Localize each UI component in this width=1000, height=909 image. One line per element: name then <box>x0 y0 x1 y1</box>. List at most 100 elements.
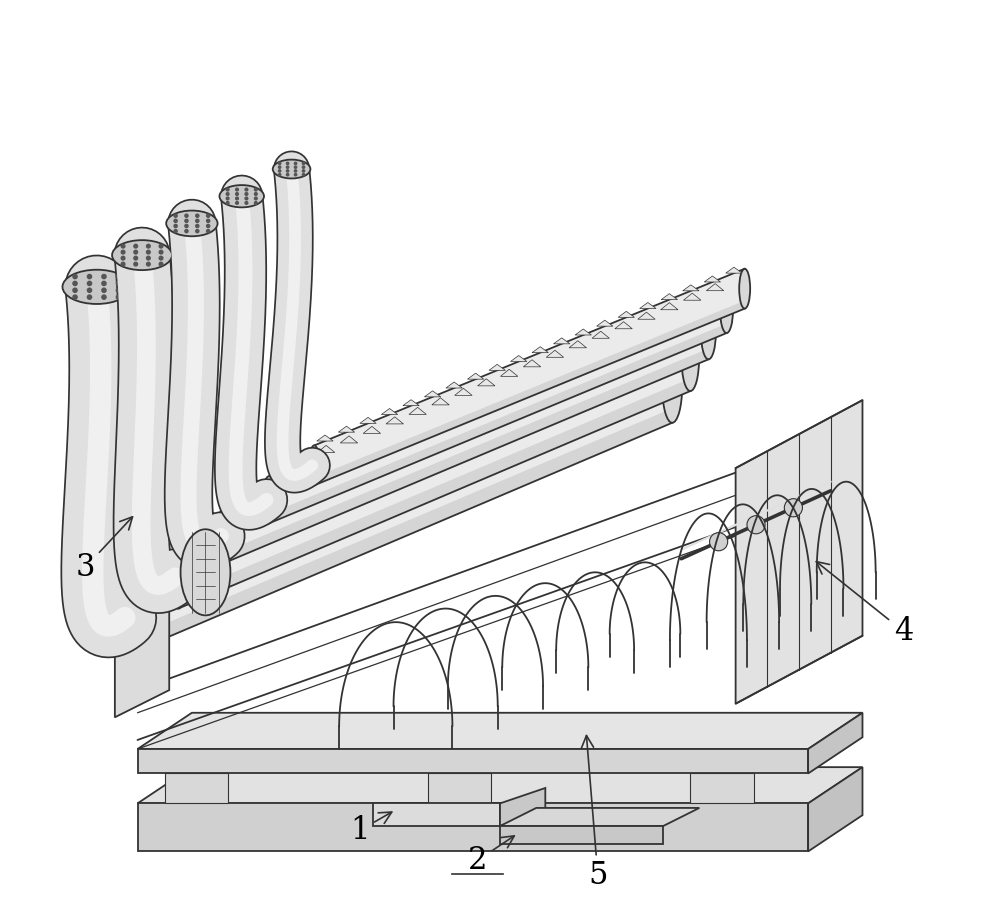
Polygon shape <box>335 464 354 474</box>
Polygon shape <box>233 508 252 518</box>
Polygon shape <box>207 519 226 529</box>
Polygon shape <box>592 331 609 338</box>
Polygon shape <box>178 327 690 608</box>
Ellipse shape <box>219 185 264 207</box>
Polygon shape <box>590 343 609 351</box>
Circle shape <box>207 230 210 233</box>
Polygon shape <box>132 564 152 575</box>
Polygon shape <box>295 495 315 506</box>
Polygon shape <box>309 475 329 485</box>
Polygon shape <box>661 303 678 310</box>
Polygon shape <box>463 411 482 420</box>
Polygon shape <box>690 774 754 804</box>
Circle shape <box>73 281 77 285</box>
Circle shape <box>121 256 125 260</box>
Circle shape <box>121 245 125 248</box>
Circle shape <box>245 193 248 195</box>
Circle shape <box>174 225 177 227</box>
Circle shape <box>245 188 248 191</box>
Polygon shape <box>478 379 495 385</box>
Circle shape <box>147 256 150 260</box>
Circle shape <box>236 193 238 195</box>
Ellipse shape <box>720 286 733 333</box>
Circle shape <box>134 256 138 260</box>
Polygon shape <box>275 475 293 484</box>
Polygon shape <box>372 435 390 443</box>
Polygon shape <box>554 338 570 344</box>
Circle shape <box>286 170 289 172</box>
Polygon shape <box>373 804 500 826</box>
Circle shape <box>286 166 289 168</box>
Polygon shape <box>663 312 681 320</box>
Polygon shape <box>684 293 701 300</box>
Polygon shape <box>591 356 610 365</box>
Polygon shape <box>314 301 745 485</box>
Circle shape <box>87 295 92 299</box>
Text: 4: 4 <box>816 562 913 646</box>
Polygon shape <box>138 804 808 852</box>
Circle shape <box>87 275 92 279</box>
Polygon shape <box>512 403 533 414</box>
Circle shape <box>294 162 297 165</box>
Polygon shape <box>500 826 663 844</box>
Polygon shape <box>540 392 560 403</box>
Polygon shape <box>437 422 457 431</box>
Ellipse shape <box>682 327 699 391</box>
Polygon shape <box>348 445 366 453</box>
Polygon shape <box>683 285 699 291</box>
Circle shape <box>121 263 125 266</box>
Polygon shape <box>500 808 699 826</box>
Circle shape <box>196 225 199 227</box>
Polygon shape <box>115 400 169 717</box>
Circle shape <box>236 188 238 191</box>
Polygon shape <box>446 382 462 388</box>
Circle shape <box>226 202 229 205</box>
Polygon shape <box>251 485 269 494</box>
Polygon shape <box>808 713 862 774</box>
Circle shape <box>207 215 210 217</box>
Polygon shape <box>575 329 591 335</box>
Polygon shape <box>500 788 545 826</box>
Polygon shape <box>128 408 672 654</box>
Polygon shape <box>485 415 506 425</box>
Polygon shape <box>424 391 441 397</box>
Ellipse shape <box>181 529 230 615</box>
Polygon shape <box>159 554 180 564</box>
Circle shape <box>174 230 177 233</box>
Polygon shape <box>615 322 632 329</box>
Circle shape <box>196 219 199 223</box>
Polygon shape <box>687 302 706 310</box>
Circle shape <box>134 245 138 248</box>
Polygon shape <box>213 530 234 541</box>
Polygon shape <box>432 398 449 405</box>
Ellipse shape <box>216 509 231 564</box>
Circle shape <box>196 215 199 217</box>
Polygon shape <box>511 355 527 362</box>
Ellipse shape <box>166 211 218 236</box>
Circle shape <box>116 275 121 279</box>
Circle shape <box>121 250 125 254</box>
Ellipse shape <box>309 445 320 485</box>
Circle shape <box>302 162 305 165</box>
Circle shape <box>134 263 138 266</box>
Circle shape <box>286 174 289 175</box>
Polygon shape <box>323 454 342 463</box>
Circle shape <box>294 174 297 175</box>
Circle shape <box>226 193 229 195</box>
Polygon shape <box>493 384 512 392</box>
Polygon shape <box>431 437 451 448</box>
Circle shape <box>236 202 238 205</box>
Polygon shape <box>704 276 721 282</box>
Polygon shape <box>322 484 343 494</box>
Polygon shape <box>420 415 439 422</box>
Polygon shape <box>639 323 657 331</box>
Polygon shape <box>386 444 406 453</box>
Polygon shape <box>567 380 587 391</box>
Circle shape <box>207 225 210 227</box>
Ellipse shape <box>662 350 682 423</box>
Circle shape <box>102 275 106 279</box>
Polygon shape <box>808 767 862 852</box>
Polygon shape <box>726 267 742 273</box>
Polygon shape <box>349 473 370 484</box>
Circle shape <box>254 202 257 205</box>
